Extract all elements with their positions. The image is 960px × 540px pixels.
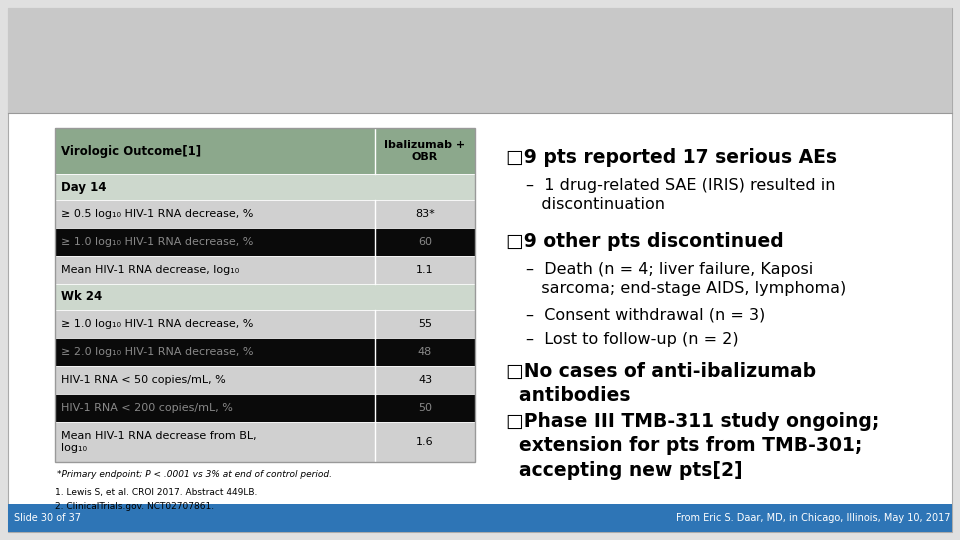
Text: Wk 24: Wk 24	[61, 291, 103, 303]
FancyBboxPatch shape	[55, 310, 475, 338]
Text: Day 14: Day 14	[61, 180, 107, 193]
FancyBboxPatch shape	[55, 394, 475, 422]
Text: 1. Lewis S, et al. CROI 2017. Abstract 449LB.: 1. Lewis S, et al. CROI 2017. Abstract 4…	[55, 488, 257, 497]
FancyBboxPatch shape	[55, 284, 475, 310]
FancyBboxPatch shape	[8, 504, 952, 532]
Text: 55: 55	[418, 319, 432, 329]
Text: ≥ 1.0 log₁₀ HIV-1 RNA decrease, %: ≥ 1.0 log₁₀ HIV-1 RNA decrease, %	[61, 237, 253, 247]
FancyBboxPatch shape	[55, 338, 475, 366]
FancyBboxPatch shape	[55, 174, 475, 200]
Text: –  Death (n = 4; liver failure, Kaposi
   sarcoma; end-stage AIDS, lymphoma): – Death (n = 4; liver failure, Kaposi sa…	[526, 262, 847, 296]
Text: From Eric S. Daar, MD, in Chicago, Illinois, May 10, 2017: From Eric S. Daar, MD, in Chicago, Illin…	[676, 513, 950, 523]
FancyBboxPatch shape	[55, 228, 475, 256]
Text: Slide 30 of 37: Slide 30 of 37	[14, 513, 81, 523]
FancyBboxPatch shape	[55, 366, 475, 394]
FancyBboxPatch shape	[55, 256, 475, 284]
Text: □No cases of anti-ibalizumab
  antibodies: □No cases of anti-ibalizumab antibodies	[506, 362, 816, 405]
Text: ≥ 2.0 log₁₀ HIV-1 RNA decrease, %: ≥ 2.0 log₁₀ HIV-1 RNA decrease, %	[61, 347, 253, 357]
Text: –  Lost to follow-up (n = 2): – Lost to follow-up (n = 2)	[526, 332, 738, 347]
Text: *Primary endpoint; P < .0001 vs 3% at end of control period.: *Primary endpoint; P < .0001 vs 3% at en…	[57, 470, 332, 479]
Text: Virologic Outcome[1]: Virologic Outcome[1]	[61, 145, 202, 158]
Text: 43: 43	[418, 375, 432, 385]
Text: □Phase III TMB-311 study ongoing;
  extension for pts from TMB-301;
  accepting : □Phase III TMB-311 study ongoing; extens…	[506, 412, 879, 480]
FancyBboxPatch shape	[55, 422, 475, 462]
Text: Mean HIV-1 RNA decrease, log₁₀: Mean HIV-1 RNA decrease, log₁₀	[61, 265, 239, 275]
Text: □9 pts reported 17 serious AEs: □9 pts reported 17 serious AEs	[506, 148, 837, 167]
Text: 60: 60	[418, 237, 432, 247]
Text: 50: 50	[418, 403, 432, 413]
Text: ≥ 1.0 log₁₀ HIV-1 RNA decrease, %: ≥ 1.0 log₁₀ HIV-1 RNA decrease, %	[61, 319, 253, 329]
Text: Mean HIV-1 RNA decrease from BL,
log₁₀: Mean HIV-1 RNA decrease from BL, log₁₀	[61, 431, 256, 453]
Text: –  Consent withdrawal (n = 3): – Consent withdrawal (n = 3)	[526, 308, 765, 323]
Text: HIV-1 RNA < 200 copies/mL, %: HIV-1 RNA < 200 copies/mL, %	[61, 403, 233, 413]
FancyBboxPatch shape	[55, 200, 475, 228]
Text: –  1 drug-related SAE (IRIS) resulted in
   discontinuation: – 1 drug-related SAE (IRIS) resulted in …	[526, 178, 835, 212]
Text: HIV-1 RNA < 50 copies/mL, %: HIV-1 RNA < 50 copies/mL, %	[61, 375, 226, 385]
Text: 1.1: 1.1	[417, 265, 434, 275]
Text: 2. ClinicalTrials.gov. NCT02707861.: 2. ClinicalTrials.gov. NCT02707861.	[55, 502, 214, 511]
Text: 83*: 83*	[415, 209, 435, 219]
Text: 48: 48	[418, 347, 432, 357]
Text: □9 other pts discontinued: □9 other pts discontinued	[506, 232, 783, 251]
Text: ≥ 0.5 log₁₀ HIV-1 RNA decrease, %: ≥ 0.5 log₁₀ HIV-1 RNA decrease, %	[61, 209, 253, 219]
Text: Ibalizumab +
OBR: Ibalizumab + OBR	[384, 140, 466, 162]
FancyBboxPatch shape	[8, 8, 952, 113]
FancyBboxPatch shape	[8, 8, 952, 532]
FancyBboxPatch shape	[55, 128, 475, 174]
Text: 1.6: 1.6	[417, 437, 434, 447]
